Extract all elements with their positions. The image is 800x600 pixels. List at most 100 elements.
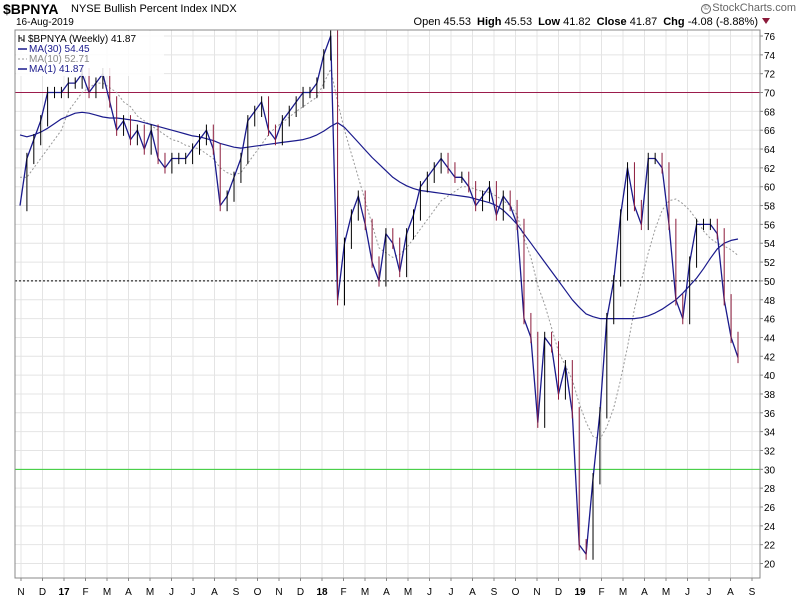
brand-text: StockCharts.com [712, 2, 796, 14]
y-tick-label: 74 [764, 51, 776, 62]
x-tick-label: A [727, 587, 734, 598]
x-tick-label: O [512, 587, 520, 598]
x-tick-label: D [555, 587, 562, 598]
brand-logo[interactable]: © StockCharts.com [701, 2, 796, 14]
x-tick-label: A [383, 587, 390, 598]
y-tick-label: 68 [764, 107, 776, 118]
x-tick-label: F [340, 587, 346, 598]
chart-header: $BPNYA NYSE Bullish Percent Index INDX 1… [0, 0, 800, 30]
x-tick-label: D [297, 587, 304, 598]
y-tick-label: 76 [764, 32, 776, 43]
x-tick-label: J [427, 587, 432, 598]
high-value: 45.53 [504, 16, 533, 28]
x-tick-label: A [125, 587, 132, 598]
chart-date: 16-Aug-2019 [16, 17, 74, 28]
close-value: 41.87 [629, 16, 658, 28]
y-tick-label: 66 [764, 126, 776, 137]
y-tick-label: 72 [764, 70, 776, 81]
x-tick-label: A [211, 587, 218, 598]
x-tick-label: M [404, 587, 412, 598]
x-tick-label: M [619, 587, 627, 598]
x-tick-label: J [707, 587, 712, 598]
series-line-ma1 [19, 35, 739, 555]
chart-legend: $BPNYA (Weekly) 41.87 MA(30) 54.45 MA(10… [16, 31, 164, 76]
x-tick-label: F [598, 587, 604, 598]
y-tick-label: 48 [764, 296, 776, 307]
series-line-ma30 [19, 111, 739, 320]
x-tick-label: N [533, 587, 540, 598]
x-tick-label: 18 [316, 587, 328, 598]
low-label: Low [538, 16, 561, 28]
y-tick-label: 46 [764, 315, 776, 326]
x-tick-label: S [233, 587, 240, 598]
y-tick-label: 42 [764, 352, 776, 363]
legend-background [16, 31, 164, 76]
legend-ma30: MA(30) 54.45 [29, 44, 90, 55]
y-tick-label: 70 [764, 89, 776, 100]
x-tick-label: J [685, 587, 690, 598]
y-tick-label: 60 [764, 183, 776, 194]
index-name: NYSE Bullish Percent Index [71, 3, 208, 15]
brand-icon: © [701, 4, 712, 14]
y-tick-label: 30 [764, 465, 776, 476]
y-tick-label: 22 [764, 541, 776, 552]
y-axis-ticks: 20 22 24 26 28 30 32 34 36 38 40 42 44 46 48 50 52 54 56 58… [760, 32, 776, 571]
y-tick-label: 40 [764, 371, 776, 382]
chg-value: -4.08 (-8.88%) [687, 16, 758, 28]
low-value: 41.82 [563, 16, 591, 28]
x-tick-label: A [641, 587, 648, 598]
chg-label: Chg [663, 16, 685, 28]
y-tick-label: 64 [764, 145, 776, 156]
legend-icon [18, 35, 25, 42]
close-label: Close [596, 16, 627, 28]
ticker-symbol: $BPNYA [3, 1, 59, 17]
x-tick-label: S [491, 587, 498, 598]
legend-ma1: MA(1) 41.87 [29, 64, 84, 75]
x-tick-label: D [39, 587, 46, 598]
exchange-label: INDX [210, 3, 237, 15]
open-value: 45.53 [443, 16, 472, 28]
y-tick-label: 26 [764, 503, 776, 514]
y-tick-label: 28 [764, 484, 776, 495]
y-tick-label: 24 [764, 522, 776, 533]
series-line-ma10 [20, 68, 739, 440]
y-tick-label: 56 [764, 220, 776, 231]
y-tick-label: 38 [764, 390, 776, 401]
y-tick-label: 44 [764, 333, 776, 344]
x-tick-label: J [449, 587, 454, 598]
x-tick-label: M [662, 587, 670, 598]
legend-price: $BPNYA (Weekly) 41.87 [28, 34, 136, 45]
y-tick-label: 54 [764, 239, 776, 250]
chart-description: NYSE Bullish Percent Index INDX [71, 3, 237, 15]
y-tick-label: 34 [764, 428, 776, 439]
y-tick-label: 36 [764, 409, 776, 420]
y-tick-label: 52 [764, 258, 776, 269]
x-tick-label: M [146, 587, 154, 598]
x-tick-label: O [254, 587, 262, 598]
high-label: High [477, 16, 502, 28]
plot-frame [14, 29, 761, 579]
reference-lines [15, 92, 760, 470]
x-tick-label: 17 [58, 587, 70, 598]
x-tick-label: S [749, 587, 756, 598]
x-tick-label: J [169, 587, 174, 598]
x-tick-label: J [191, 587, 196, 598]
x-axis-ticks: N D 17 F M A M J J A S O N D 18 F M A M J J A S O N D 19 F M A M J J A S [17, 578, 756, 598]
y-tick-label: 32 [764, 446, 776, 457]
x-tick-label: F [82, 587, 88, 598]
y-tick-label: 20 [764, 560, 776, 571]
x-tick-label: M [361, 587, 369, 598]
ohlc-readout: Open 45.53 High 45.53 Low 41.82 Close 41.87… [414, 16, 770, 28]
series-lines [19, 30, 739, 560]
y-tick-label: 58 [764, 202, 776, 213]
x-tick-label: 19 [574, 587, 586, 598]
x-tick-label: M [103, 587, 111, 598]
y-tick-label: 50 [764, 277, 776, 288]
y-tick-label: 62 [764, 164, 776, 175]
legend-ma10: MA(10) 52.71 [29, 54, 90, 65]
down-arrow-icon [762, 18, 770, 24]
x-tick-label: A [469, 587, 476, 598]
grid-lines [15, 30, 760, 578]
x-tick-label: N [275, 587, 282, 598]
